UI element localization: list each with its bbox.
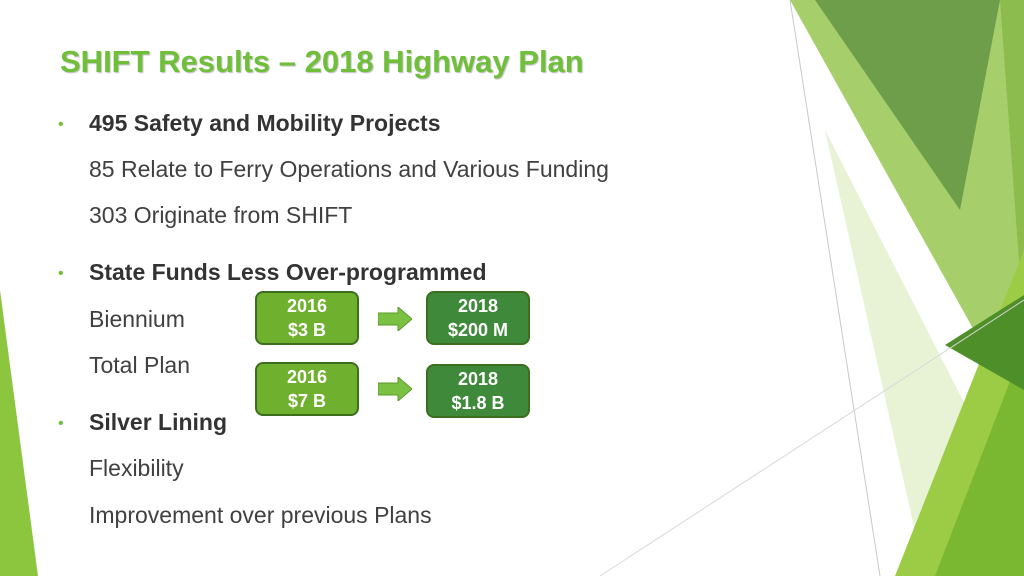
thin-diagonal-line — [789, 0, 881, 576]
top-right-dark-triangle — [815, 0, 1000, 210]
slide-title: SHIFT Results – 2018 Highway Plan — [60, 44, 584, 79]
box-value: $200 M — [447, 320, 509, 340]
detail-line-shift: 303 Originate from SHIFT — [89, 202, 353, 228]
section-heading-projects: 495 Safety and Mobility Projects — [89, 110, 441, 136]
box-year: 2016 — [286, 296, 328, 316]
box-year: 2016 — [286, 367, 328, 387]
bottom-right-bright-triangle — [935, 345, 1024, 576]
detail-line-flexibility: Flexibility — [89, 455, 184, 481]
dark-accent-triangle — [945, 295, 1024, 390]
bullet-icon: • — [58, 116, 64, 133]
label-biennium: Biennium — [89, 306, 185, 332]
box-value: $1.8 B — [451, 393, 505, 413]
label-total-plan: Total Plan — [89, 352, 191, 378]
section-heading-state-funds: State Funds Less Over-programmed — [89, 259, 487, 285]
total-plan-2018-box: 2018 $1.8 B — [426, 364, 530, 418]
box-value: $3 B — [287, 320, 327, 340]
box-value: $7 B — [287, 391, 327, 411]
right-arrow-icon — [378, 377, 412, 401]
biennium-2016-box: 2016 $3 B — [255, 291, 359, 345]
right-arrow-icon — [378, 307, 412, 331]
edge-sliver — [1000, 0, 1024, 330]
section-heading-silver-lining: Silver Lining — [89, 409, 228, 435]
bullet-icon: • — [58, 415, 64, 432]
detail-line-ferry: 85 Relate to Ferry Operations and Variou… — [89, 156, 609, 182]
detail-line-improvement: Improvement over previous Plans — [89, 502, 432, 528]
biennium-2018-box: 2018 $200 M — [426, 291, 530, 345]
total-plan-2016-box: 2016 $7 B — [255, 362, 359, 416]
box-year: 2018 — [457, 369, 499, 389]
bottom-left-triangle — [0, 290, 38, 576]
bullet-icon: • — [58, 265, 64, 282]
thin-crossing-line — [599, 299, 1024, 576]
box-year: 2018 — [457, 296, 499, 316]
